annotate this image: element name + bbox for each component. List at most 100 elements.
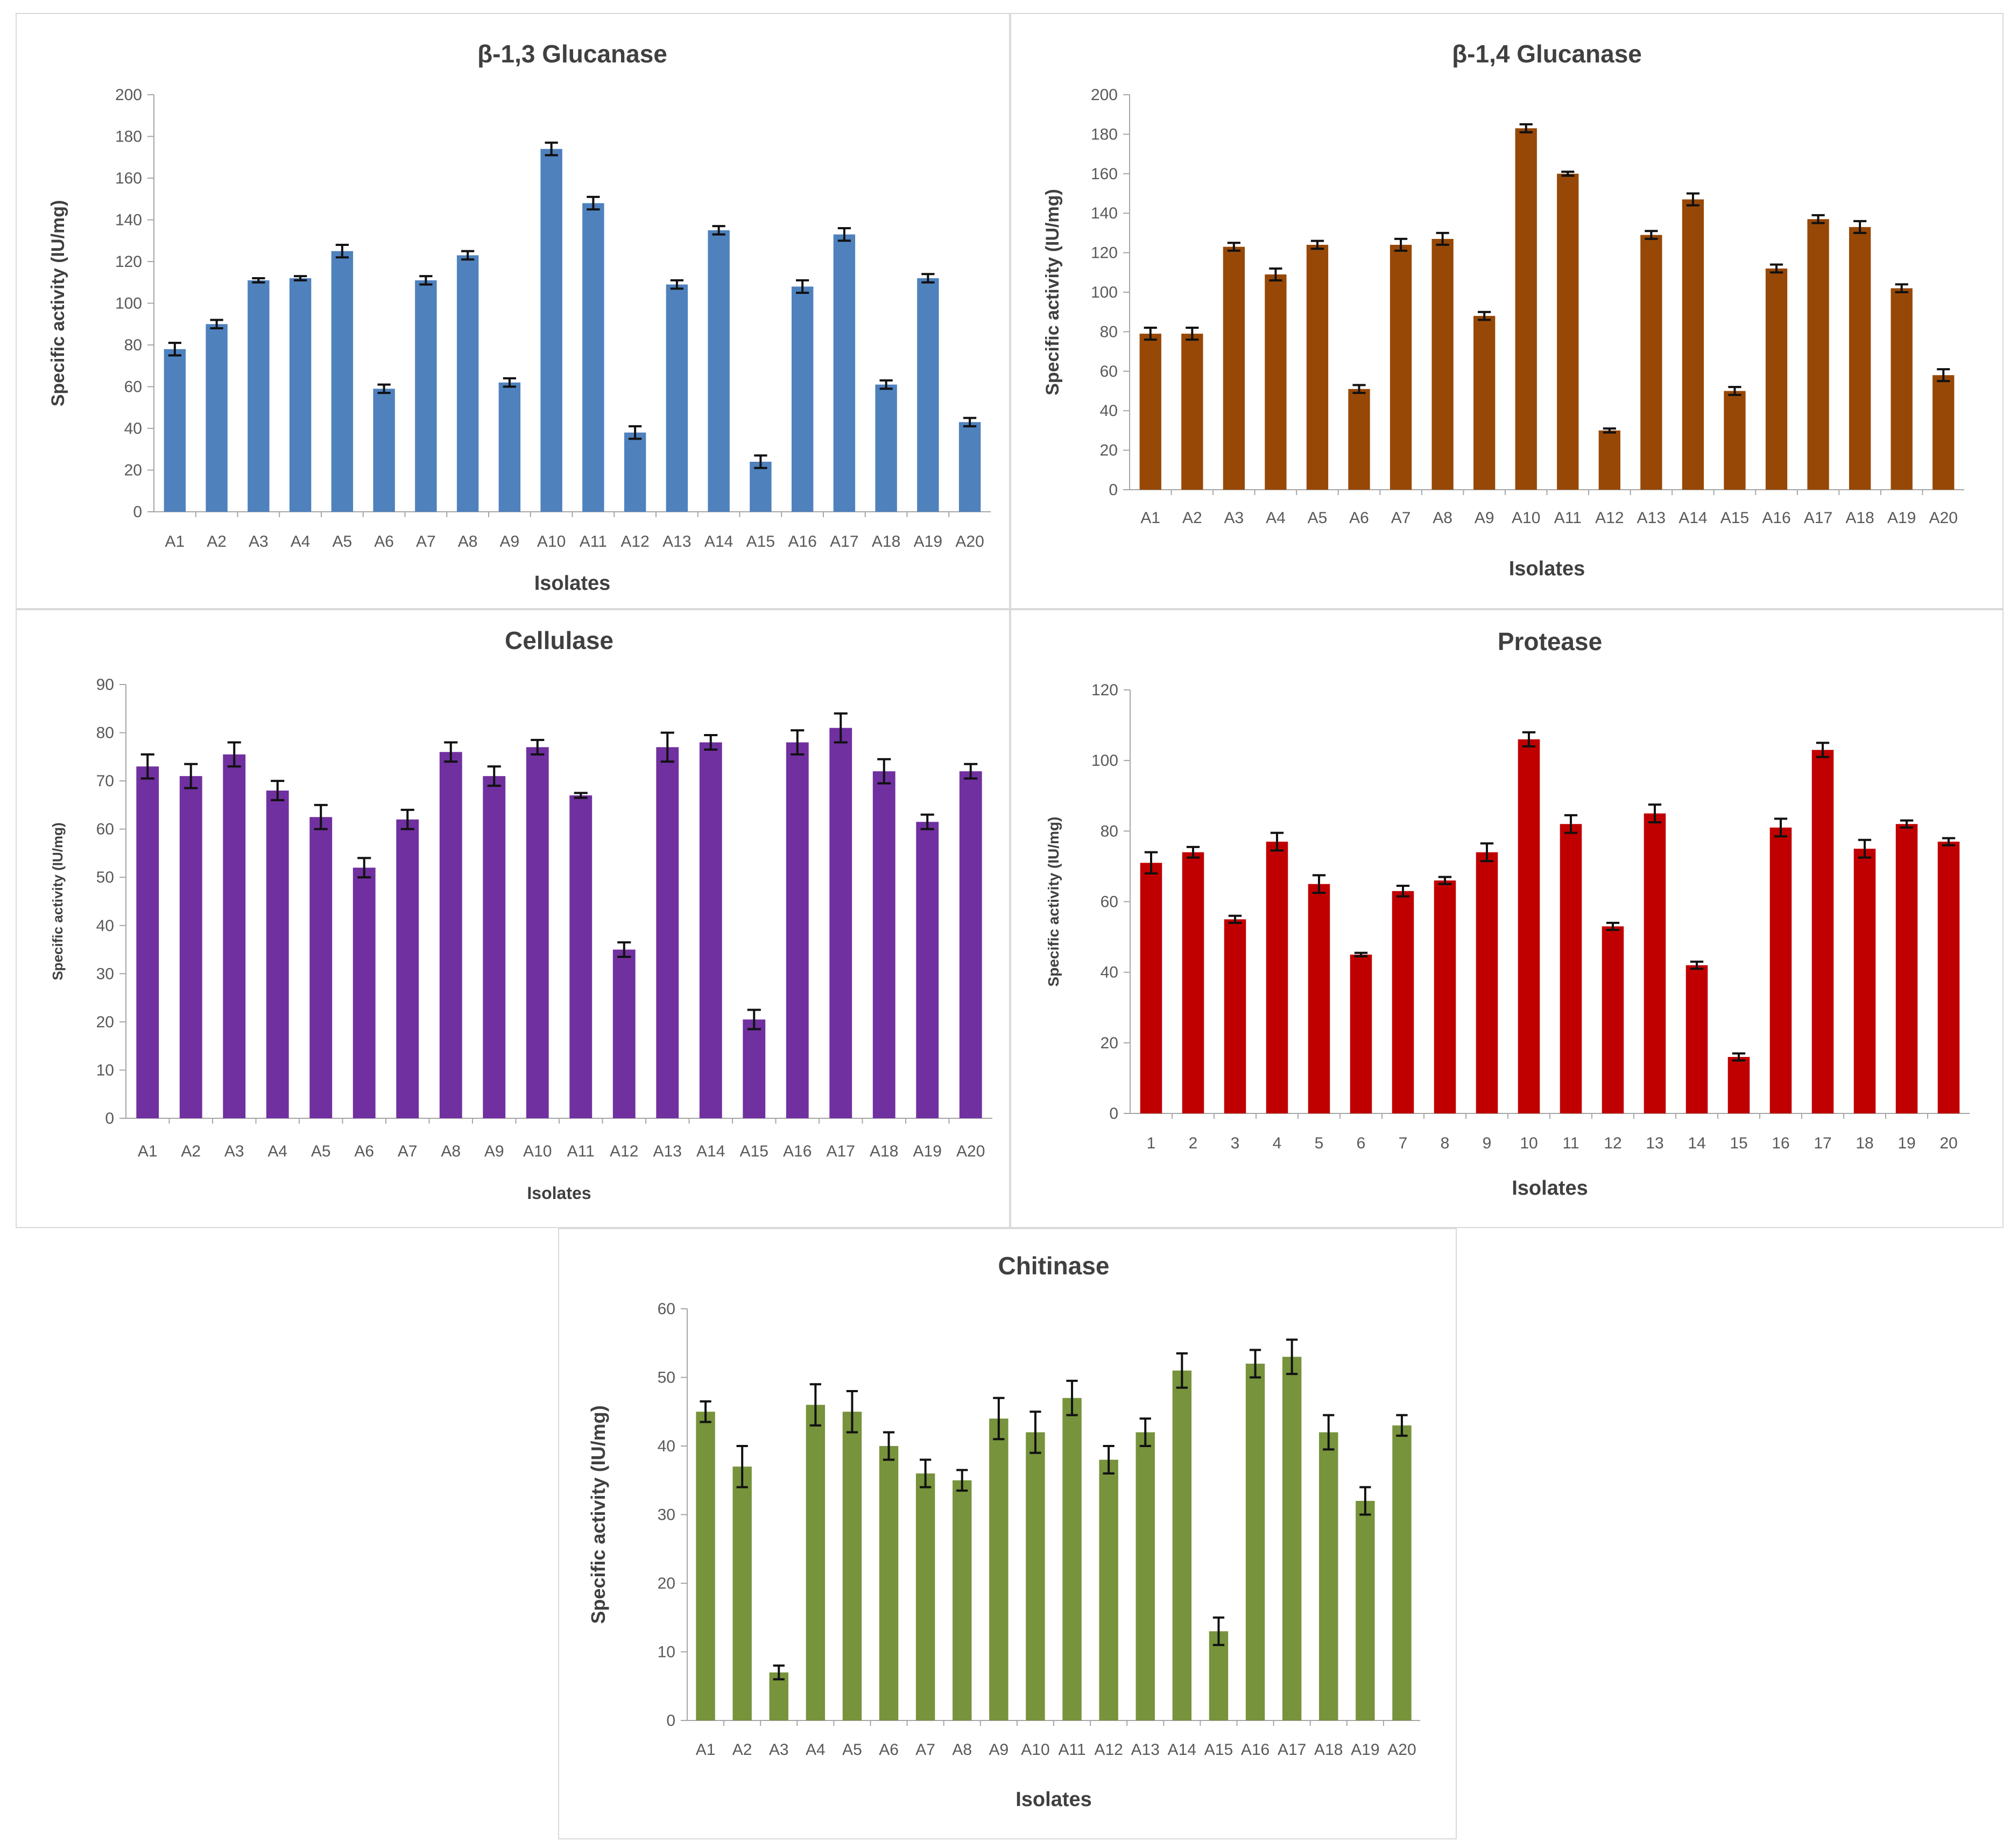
y-tick-label: 20: [1101, 1034, 1118, 1052]
x-tick-label: A15: [1204, 1741, 1233, 1759]
x-axis-label: Isolates: [1015, 1788, 1092, 1811]
x-tick-label: 7: [1399, 1134, 1408, 1152]
x-tick-label: A3: [769, 1741, 789, 1759]
y-axis-label: Specific activity (IU/mg): [1045, 817, 1062, 987]
x-tick-label: A4: [291, 533, 311, 551]
bar: [1769, 827, 1792, 1113]
bar: [829, 728, 852, 1118]
x-tick-label: A2: [732, 1741, 752, 1759]
y-tick-label: 10: [96, 1061, 114, 1079]
x-tick-label: A19: [914, 533, 942, 551]
x-tick-label: 18: [1856, 1134, 1873, 1152]
chart: Cellulase Isolates Specific activity (IU…: [50, 626, 992, 1203]
x-tick-label: 14: [1688, 1134, 1705, 1152]
y-tick-label: 90: [96, 676, 114, 694]
x-tick-label: A14: [704, 533, 733, 551]
bar: [708, 230, 730, 512]
x-tick-label: A7: [416, 533, 436, 551]
x-tick-label: A17: [830, 533, 858, 551]
bar: [1765, 268, 1788, 490]
bar: [666, 284, 688, 512]
x-tick-label: A13: [1637, 509, 1666, 527]
y-tick-label: 80: [1100, 323, 1118, 341]
x-tick-label: 20: [1940, 1134, 1957, 1152]
x-tick-label: A14: [1168, 1741, 1196, 1759]
x-tick-label: A10: [537, 533, 566, 551]
bar: [309, 817, 333, 1118]
x-tick-label: 3: [1231, 1134, 1240, 1152]
x-tick-label: A11: [1058, 1741, 1085, 1759]
bar: [1933, 375, 1955, 490]
y-tick-label: 20: [1100, 442, 1118, 460]
chart-panel-beta14-glucanase: β-1,4 Glucanase Isolates Specific activi…: [1010, 13, 2004, 609]
bar: [206, 324, 228, 512]
chart-panel-cellulase: Cellulase Isolates Specific activity (IU…: [16, 609, 1010, 1228]
bar: [1640, 235, 1662, 490]
x-tick-label: A3: [224, 1142, 244, 1160]
y-tick-label: 60: [658, 1300, 675, 1318]
bar: [1172, 1370, 1192, 1720]
x-tick-label: A15: [1720, 509, 1749, 527]
chart-title: Cellulase: [505, 626, 613, 654]
x-tick-label: A17: [827, 1142, 855, 1160]
x-tick-label: 17: [1814, 1134, 1831, 1152]
y-tick-label: 40: [96, 917, 114, 935]
bar: [989, 1419, 1008, 1720]
bar: [1598, 430, 1620, 490]
x-tick-label: A16: [783, 1142, 812, 1160]
y-tick-label: 140: [1091, 204, 1118, 222]
x-axis-label: Isolates: [1512, 1177, 1588, 1200]
bar: [483, 776, 506, 1118]
bar: [842, 1412, 862, 1720]
bar: [791, 286, 814, 512]
y-tick-label: 120: [1091, 681, 1118, 699]
x-tick-label: A5: [311, 1142, 331, 1160]
bar: [917, 278, 939, 512]
bar: [1136, 1432, 1155, 1720]
bar: [582, 203, 604, 512]
bar: [1724, 391, 1746, 490]
x-tick-label: A14: [1678, 509, 1707, 527]
x-tick-label: A9: [484, 1142, 504, 1160]
x-tick-label: A11: [580, 533, 607, 551]
y-tick-label: 70: [96, 772, 114, 790]
x-tick-label: A20: [1929, 509, 1958, 527]
bar: [959, 771, 982, 1118]
x-tick-label: A18: [870, 1142, 898, 1160]
y-tick-label: 40: [1100, 402, 1118, 420]
x-tick-label: A5: [842, 1741, 862, 1759]
bar: [352, 867, 376, 1118]
bar: [1182, 852, 1204, 1113]
y-tick-label: 180: [115, 128, 142, 146]
bar: [1139, 334, 1161, 490]
x-tick-label: A8: [952, 1741, 972, 1759]
bar: [1390, 244, 1412, 490]
bar: [786, 742, 809, 1118]
bar: [1895, 824, 1918, 1113]
y-tick-label: 60: [1101, 893, 1118, 911]
chart: Chitinase Isolates Specific activity (IU…: [587, 1252, 1420, 1811]
x-tick-label: A20: [1387, 1741, 1416, 1759]
chart-panel-beta13-glucanase: β-1,3 Glucanase Isolates Specific activi…: [16, 13, 1010, 609]
bar: [1682, 199, 1704, 490]
y-tick-label: 60: [124, 378, 142, 396]
x-tick-label: A20: [955, 533, 984, 551]
bar: [331, 251, 354, 512]
x-tick-label: A10: [523, 1142, 552, 1160]
y-tick-label: 160: [115, 170, 142, 187]
x-tick-label: A2: [207, 533, 227, 551]
x-tick-label: A1: [138, 1142, 158, 1160]
y-tick-label: 0: [133, 503, 142, 521]
y-tick-label: 160: [1091, 165, 1118, 183]
bar: [569, 795, 593, 1118]
bar: [1181, 334, 1203, 490]
bar: [1434, 880, 1456, 1113]
bar: [1811, 750, 1834, 1113]
y-axis-label: Specific activity (IU/mg): [50, 822, 66, 980]
x-tick-label: A11: [567, 1142, 595, 1160]
x-tick-label: A19: [1351, 1741, 1379, 1759]
y-tick-label: 80: [1101, 822, 1118, 840]
bar: [1476, 852, 1498, 1113]
bar: [266, 791, 289, 1118]
y-tick-label: 60: [1100, 363, 1118, 380]
